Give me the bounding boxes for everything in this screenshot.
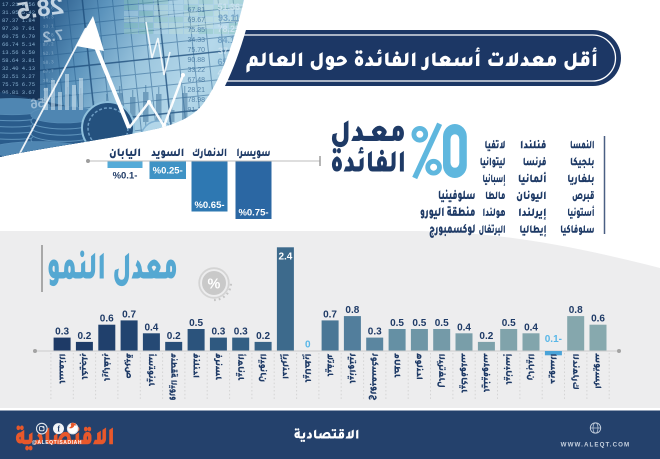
svg-text:60.75 6.79: 60.75 6.79	[2, 33, 35, 40]
svg-text:96.81 3.67: 96.81 3.67	[2, 89, 35, 96]
svg-text:%: %	[208, 277, 221, 293]
svg-text:58.3: 58.3	[43, 59, 54, 66]
svg-text:69.67: 69.67	[187, 17, 205, 24]
svg-text:%0.65-: %0.65-	[194, 200, 224, 211]
svg-text:90.88: 90.88	[187, 57, 205, 64]
svg-text:WWW.ALEQT.COM: WWW.ALEQT.COM	[561, 442, 631, 449]
svg-text:0.7: 0.7	[122, 309, 136, 320]
svg-text:0.2: 0.2	[77, 331, 91, 342]
svg-text:%0.25-: %0.25-	[153, 166, 183, 177]
svg-text:52.1: 52.1	[43, 50, 54, 57]
svg-text:0.3: 0.3	[55, 327, 69, 338]
svg-text:0.5: 0.5	[435, 318, 449, 329]
svg-text:31.95 5.42: 31.95 5.42	[2, 9, 35, 16]
svg-text:17.21 2.56: 17.21 2.56	[2, 1, 35, 8]
svg-text:93.11: 93.11	[218, 13, 240, 23]
svg-text:30.3: 30.3	[43, 77, 54, 84]
svg-text:32.51 3.27: 32.51 3.27	[2, 73, 35, 80]
svg-text:0.5: 0.5	[390, 318, 404, 329]
svg-text:0.3: 0.3	[234, 327, 248, 338]
svg-text:75.75 6.75: 75.75 6.75	[2, 81, 35, 88]
svg-text:53.8: 53.8	[43, 32, 54, 39]
svg-text:75.70: 75.70	[187, 47, 205, 54]
svg-text:0: 0	[305, 340, 311, 351]
svg-text:0.2: 0.2	[479, 331, 493, 342]
svg-text:67.48: 67.48	[187, 77, 205, 84]
svg-text:0.8: 0.8	[569, 305, 583, 316]
svg-text:0.4: 0.4	[144, 322, 158, 333]
svg-text:0.3: 0.3	[211, 327, 225, 338]
svg-text:13.56 8.50: 13.56 8.50	[2, 49, 35, 56]
svg-text:@ALEQTISADIAH: @ALEQTISADIAH	[32, 440, 82, 446]
svg-text:67.7: 67.7	[43, 68, 54, 75]
svg-text:0.5: 0.5	[412, 318, 426, 329]
svg-text:66.74 5.14: 66.74 5.14	[2, 41, 36, 48]
svg-text:7.2: 7.2	[42, 27, 65, 47]
svg-text:87.2: 87.2	[43, 41, 54, 48]
svg-text:58.64 3.81: 58.64 3.81	[2, 57, 36, 64]
svg-text:87.37 1.84: 87.37 1.84	[2, 17, 36, 24]
svg-text:0.4: 0.4	[524, 322, 538, 333]
svg-text:84.18: 84.18	[217, 35, 240, 45]
svg-text:0.6: 0.6	[100, 314, 114, 325]
svg-text:2.4: 2.4	[278, 251, 292, 262]
svg-text:69.6: 69.6	[43, 5, 54, 12]
svg-text:33.22: 33.22	[187, 67, 205, 74]
svg-text:0.8: 0.8	[345, 305, 359, 316]
svg-text:40.1: 40.1	[43, 86, 54, 93]
svg-text:%0.75-: %0.75-	[238, 208, 268, 219]
svg-text:32.40 4.13: 32.40 4.13	[2, 65, 35, 72]
svg-text:0.2: 0.2	[167, 331, 181, 342]
svg-text:0.5: 0.5	[502, 318, 516, 329]
svg-text:f: f	[57, 425, 60, 434]
svg-text:97.30 7.91: 97.30 7.91	[2, 25, 36, 32]
svg-text:0.5: 0.5	[189, 318, 203, 329]
svg-text:28.21: 28.21	[187, 87, 205, 94]
svg-text:75.85: 75.85	[187, 27, 205, 34]
svg-text:67.81: 67.81	[187, 7, 205, 14]
svg-text:%0.1-: %0.1-	[113, 171, 138, 182]
svg-text:37.11: 37.11	[218, 46, 240, 56]
svg-text:56: 56	[29, 95, 45, 112]
svg-text:0.4: 0.4	[457, 322, 471, 333]
svg-text:0.6: 0.6	[591, 314, 605, 325]
svg-text:33.1: 33.1	[43, 23, 54, 30]
svg-text:0.2: 0.2	[256, 331, 270, 342]
svg-text:44.3: 44.3	[43, 14, 54, 21]
svg-text:34.33: 34.33	[187, 37, 205, 44]
svg-text:78.25: 78.25	[217, 24, 240, 34]
svg-text:0.3: 0.3	[368, 327, 382, 338]
svg-text:0.7: 0.7	[323, 309, 337, 320]
svg-text:78.98: 78.98	[187, 97, 205, 104]
svg-text:91.15: 91.15	[187, 107, 205, 114]
svg-text:51.36: 51.36	[217, 2, 240, 12]
svg-text:0.1-: 0.1-	[545, 334, 562, 345]
